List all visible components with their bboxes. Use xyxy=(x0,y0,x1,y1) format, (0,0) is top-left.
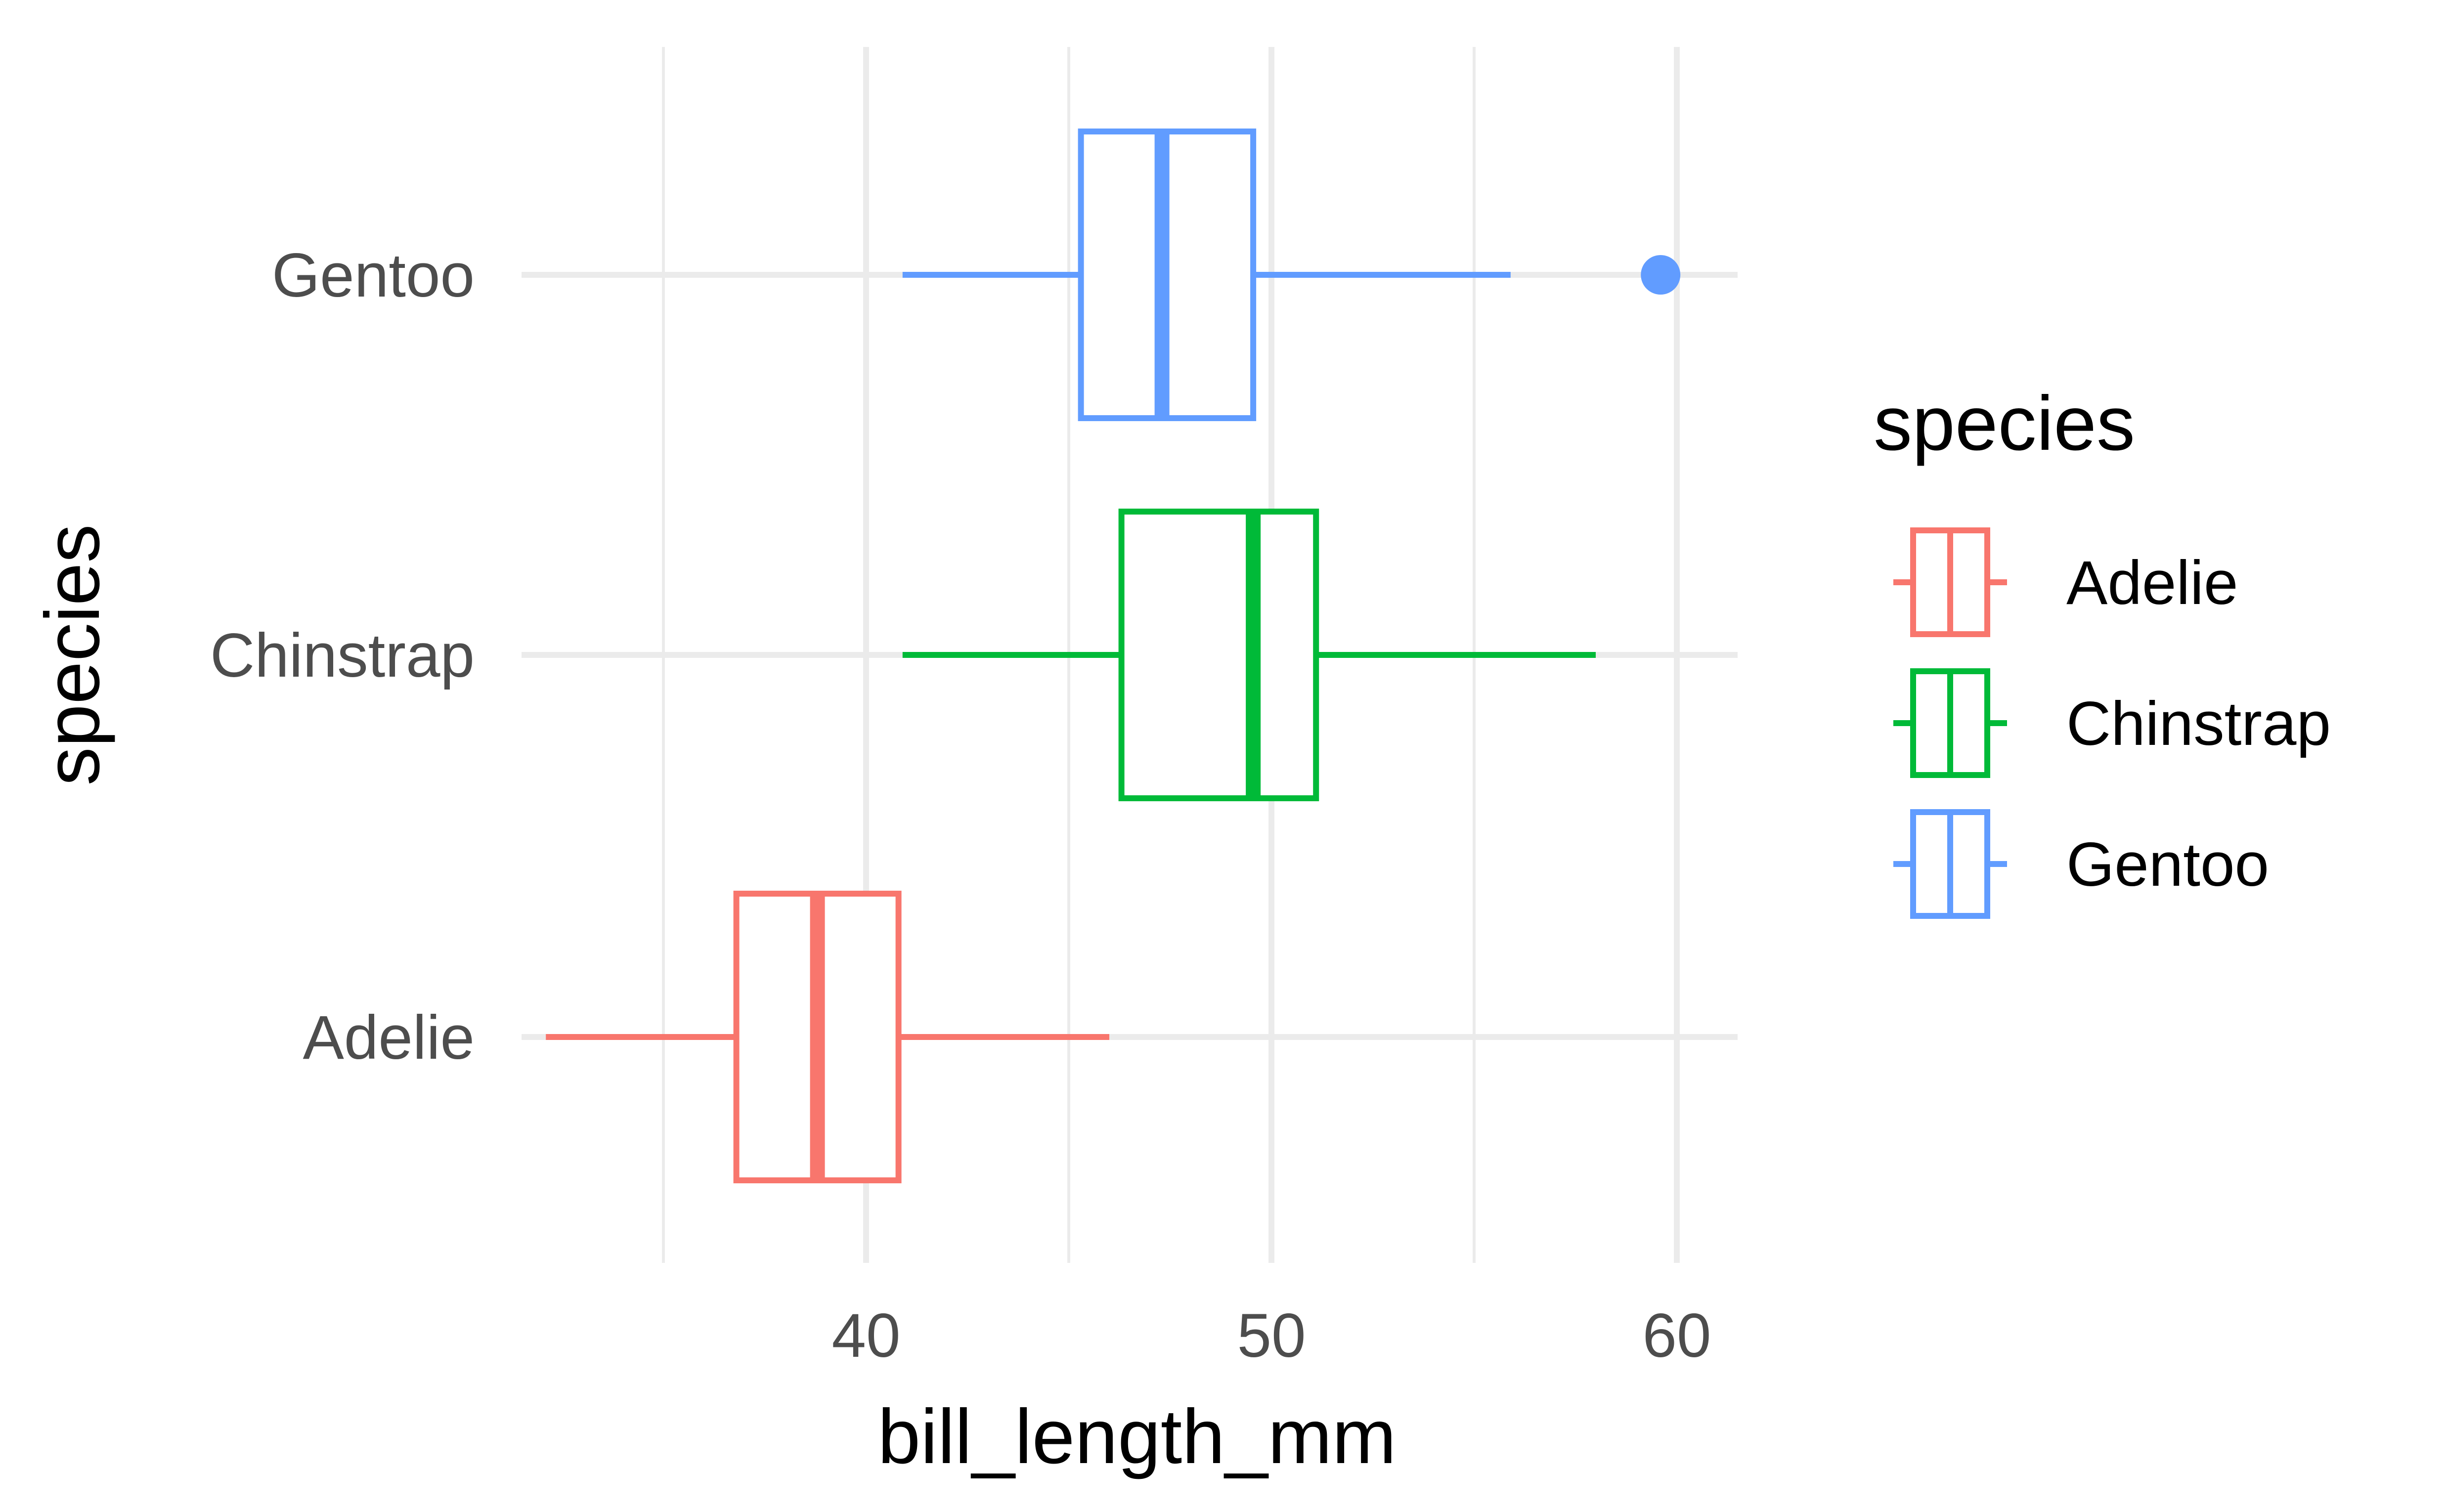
legend-label-chinstrap: Chinstrap xyxy=(2066,690,2331,758)
y-tick-label-adelie: Adelie xyxy=(303,1003,475,1072)
x-tick-label-60: 60 xyxy=(1642,1301,1711,1370)
legend-label-adelie: Adelie xyxy=(2066,549,2238,617)
x-axis-title: bill_length_mm xyxy=(877,1394,1396,1480)
x-tick-labels: 40 50 60 xyxy=(831,1301,1711,1370)
legend-label-gentoo: Gentoo xyxy=(2066,830,2269,899)
legend-item-adelie: Adelie xyxy=(1893,527,2238,637)
y-tick-labels: Adelie Chinstrap Gentoo xyxy=(210,241,475,1072)
box-layer xyxy=(546,129,1681,1183)
box-gentoo xyxy=(902,129,1681,421)
y-axis-title: species xyxy=(30,524,116,786)
iqr-box-chinstrap xyxy=(1118,509,1319,801)
y-tick-label-gentoo: Gentoo xyxy=(272,241,475,310)
y-tick-label-chinstrap: Chinstrap xyxy=(210,621,475,690)
legend-item-gentoo: Gentoo xyxy=(1893,809,2269,919)
legend-item-chinstrap: Chinstrap xyxy=(1893,668,2331,778)
x-tick-label-40: 40 xyxy=(831,1301,900,1370)
legend: species Adelie Chinstrap Gentoo xyxy=(1874,381,2331,919)
box-chinstrap xyxy=(902,509,1596,801)
legend-title: species xyxy=(1874,381,2135,467)
x-tick-label-50: 50 xyxy=(1237,1301,1306,1370)
box-adelie xyxy=(546,891,1109,1183)
outlier-point-gentoo-0 xyxy=(1641,255,1681,295)
